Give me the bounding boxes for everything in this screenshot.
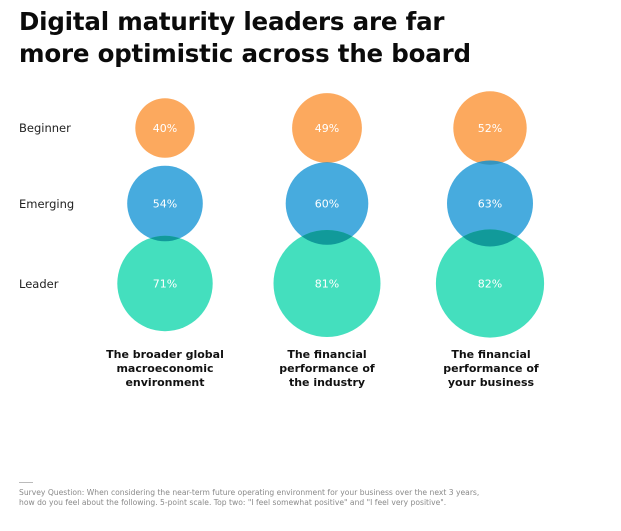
category-label-line: performance of — [443, 362, 539, 375]
bubble-leader-2 — [273, 230, 381, 337]
bubble-emerging-3 — [447, 160, 533, 247]
category-label-line: The financial — [451, 348, 531, 361]
category-label-line: The financial — [287, 348, 367, 361]
category-label-macroeconomic: The broader global macroeconomic environ… — [90, 348, 240, 390]
value-label-emerging-1: 54% — [153, 198, 177, 211]
category-label-line: your business — [447, 376, 535, 389]
footnote-line-1: Survey Question: When considering the ne… — [19, 488, 480, 497]
category-label-line: performance of — [279, 362, 375, 375]
value-label-beginner-2: 49% — [315, 122, 339, 135]
value-label-leader-2: 81% — [315, 278, 339, 291]
bubbles — [117, 91, 545, 338]
title-line-2: more optimistic across the board — [19, 39, 471, 68]
bubble-leader-1 — [117, 235, 213, 332]
category-label-line: environment — [125, 376, 205, 389]
bubble-beginner-3 — [453, 91, 527, 165]
bubble-leader-3 — [435, 229, 545, 338]
row-label-beginner: Beginner — [19, 121, 71, 135]
value-label-beginner-1: 40% — [153, 122, 177, 135]
value-label-emerging-3: 63% — [478, 198, 502, 211]
category-label-industry: The financial performance of the industr… — [252, 348, 402, 390]
chart-title: Digital maturity leaders are far more op… — [19, 6, 579, 70]
bubble-emerging-1 — [127, 165, 203, 242]
row-label-emerging: Emerging — [19, 197, 74, 211]
row-labels: Beginner Emerging Leader — [19, 121, 74, 291]
footnote-line-2: how do you feel about the following. 5-p… — [19, 498, 447, 507]
row-label-leader: Leader — [19, 277, 59, 291]
bubble-emerging-2 — [285, 162, 369, 245]
survey-footnote: Survey Question: When considering the ne… — [19, 488, 619, 508]
category-label-line: The broader global — [106, 348, 224, 361]
category-label-line: the industry — [288, 376, 366, 389]
category-label-line: macroeconomic — [116, 362, 214, 375]
bubble-labels: 40% 49% 52% 54% 60% 63% 71% 81% 82% — [153, 122, 502, 291]
category-label-your-business: The financial performance of your busine… — [416, 348, 566, 390]
value-label-leader-3: 82% — [478, 278, 502, 291]
bubble-beginner-1 — [135, 98, 195, 158]
value-label-leader-1: 71% — [153, 278, 177, 291]
bubble-beginner-2 — [292, 93, 362, 163]
title-line-1: Digital maturity leaders are far — [19, 7, 445, 36]
value-label-emerging-2: 60% — [315, 198, 339, 211]
footnote-divider — [19, 482, 33, 483]
value-label-beginner-3: 52% — [478, 122, 502, 135]
